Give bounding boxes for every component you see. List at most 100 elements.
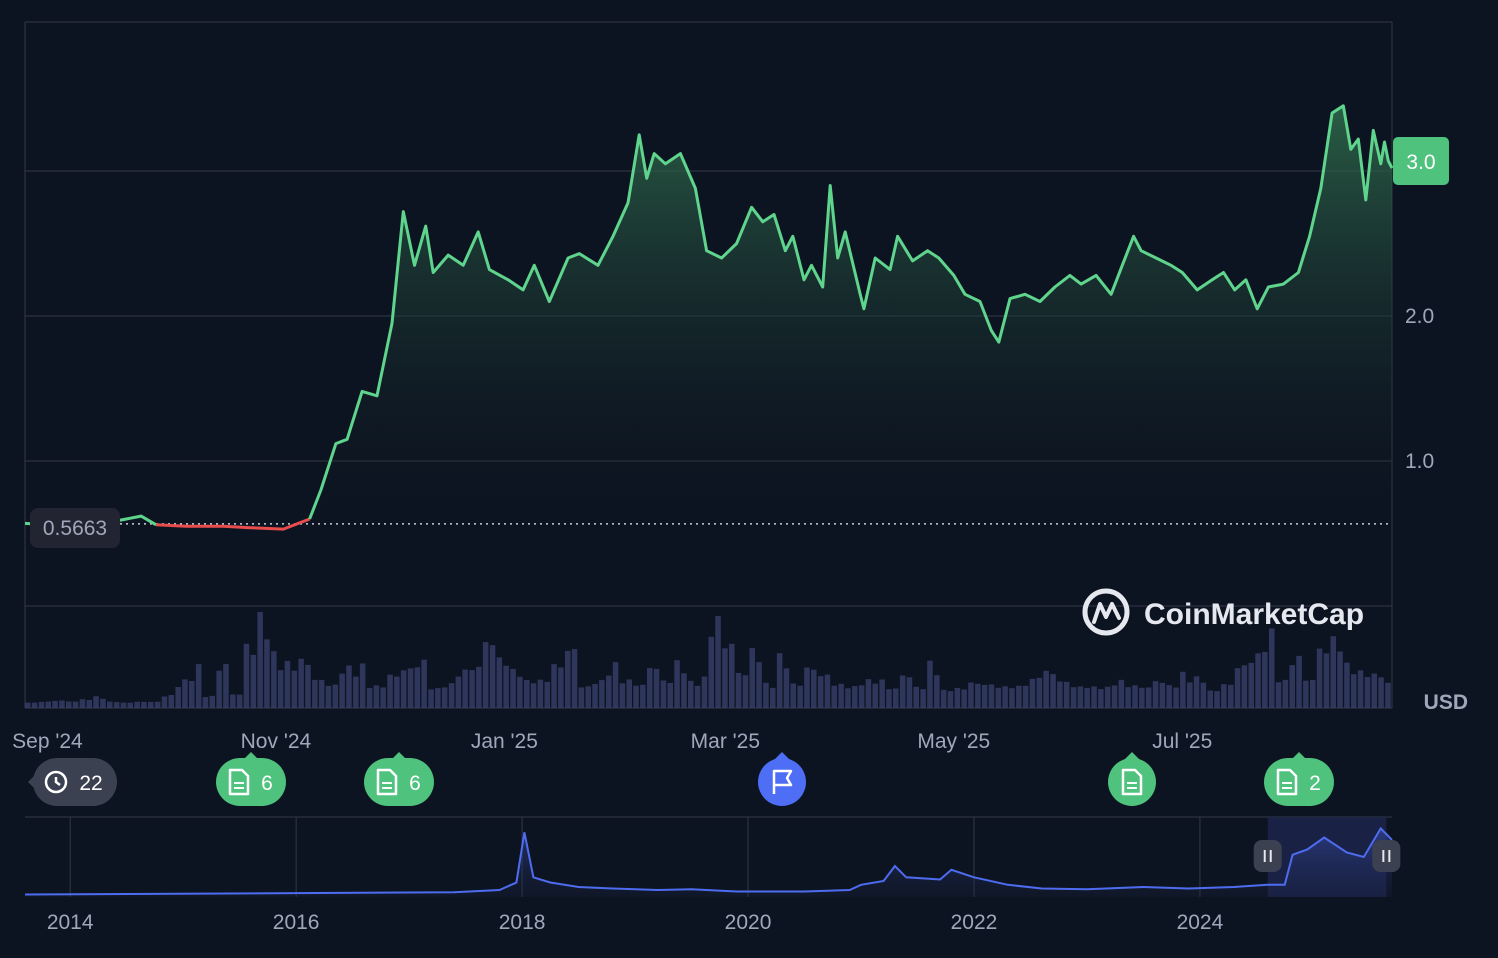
volume-bar bbox=[387, 674, 393, 708]
volume-bars bbox=[25, 612, 1391, 708]
volume-bar bbox=[250, 654, 257, 708]
baseline-label: 0.5663 bbox=[30, 508, 120, 548]
volume-bar bbox=[59, 700, 65, 708]
volume-bar bbox=[783, 668, 790, 708]
event-marker-news[interactable]: 2 bbox=[1264, 752, 1334, 806]
volume-bar bbox=[606, 675, 612, 708]
price-line-up bbox=[308, 104, 1394, 520]
navigator-handle-right[interactable] bbox=[1372, 840, 1401, 872]
volume-bar bbox=[236, 694, 243, 708]
volume-bar bbox=[811, 669, 817, 708]
volume-bar bbox=[1262, 652, 1268, 708]
volume-bar bbox=[428, 689, 434, 708]
volume-bar bbox=[824, 674, 831, 708]
volume-bar bbox=[148, 701, 154, 708]
navigator-area bbox=[25, 828, 1392, 897]
navigator-handles[interactable] bbox=[1253, 840, 1401, 872]
currency-label: USD bbox=[1424, 691, 1468, 714]
volume-bar bbox=[961, 689, 967, 708]
volume-bar bbox=[988, 684, 995, 708]
volume-bar bbox=[1330, 636, 1336, 708]
navigator-grid bbox=[69, 817, 1201, 897]
volume-bar bbox=[195, 664, 202, 708]
volume-bar bbox=[277, 670, 284, 708]
volume-bar bbox=[578, 687, 585, 708]
volume-bar bbox=[722, 648, 728, 708]
navigator-handle-left[interactable] bbox=[1253, 840, 1282, 872]
event-marker-news[interactable] bbox=[1108, 752, 1156, 806]
volume-bar bbox=[975, 683, 981, 708]
current-price-text: 3.0 bbox=[1406, 151, 1435, 174]
volume-bar bbox=[1248, 662, 1254, 708]
navigator[interactable]: 2014 2016 2018 2020 2022 2024 bbox=[24, 816, 1401, 934]
volume-bar bbox=[804, 667, 810, 708]
volume-bar bbox=[353, 676, 359, 708]
event-count: 2 bbox=[1309, 772, 1321, 795]
navigator-tick-label: 2022 bbox=[951, 911, 998, 934]
volume-bar bbox=[346, 665, 352, 708]
volume-bar bbox=[182, 679, 188, 708]
volume-bar bbox=[448, 683, 455, 708]
volume-bar bbox=[715, 616, 721, 708]
volume-bar bbox=[243, 643, 250, 708]
event-marker-flag[interactable] bbox=[758, 752, 806, 806]
volume-bar bbox=[441, 687, 448, 708]
volume-bar bbox=[1296, 655, 1302, 708]
volume-bar bbox=[633, 685, 639, 708]
x-tick-label: Mar '25 bbox=[691, 730, 760, 753]
volume-bar bbox=[940, 689, 947, 708]
volume-bar bbox=[1310, 680, 1316, 708]
volume-bar bbox=[1022, 685, 1029, 708]
x-tick-label: Sep '24 bbox=[12, 730, 83, 753]
volume-bar bbox=[482, 642, 489, 708]
volume-bar bbox=[1228, 684, 1234, 708]
volume-bar bbox=[530, 683, 537, 708]
volume-bar bbox=[1214, 691, 1220, 708]
event-marker-news[interactable]: 6 bbox=[216, 752, 286, 806]
volume-bar bbox=[325, 685, 332, 708]
volume-bar bbox=[1084, 688, 1090, 708]
volume-bar bbox=[1200, 682, 1207, 708]
event-marker-history[interactable]: 22 bbox=[28, 758, 117, 806]
volume-bar bbox=[1145, 687, 1152, 708]
volume-bar bbox=[879, 679, 885, 708]
volume-bar bbox=[1091, 686, 1097, 708]
x-tick-label: May '25 bbox=[917, 730, 990, 753]
navigator-ticks: 2014 2016 2018 2020 2022 2024 bbox=[47, 911, 1224, 934]
volume-bar bbox=[1050, 674, 1056, 708]
volume-bar bbox=[1139, 687, 1145, 708]
volume-bar bbox=[469, 670, 475, 708]
volume-bar bbox=[510, 668, 516, 708]
volume-bar bbox=[1063, 681, 1070, 708]
volume-bar bbox=[899, 675, 906, 708]
volume-bar bbox=[592, 684, 598, 708]
volume-bar bbox=[1357, 670, 1364, 708]
volume-bar bbox=[1098, 689, 1104, 708]
navigator-tick-label: 2024 bbox=[1177, 911, 1224, 934]
volume-bar bbox=[154, 701, 161, 708]
volume-bar bbox=[318, 680, 325, 708]
volume-bar bbox=[729, 643, 735, 708]
volume-bar bbox=[127, 702, 133, 708]
y-tick-label: 2.0 bbox=[1405, 305, 1434, 328]
volume-bar bbox=[681, 673, 687, 708]
volume-bar bbox=[947, 691, 954, 708]
volume-bar bbox=[1132, 685, 1138, 708]
volume-bar bbox=[1234, 668, 1241, 708]
volume-bar bbox=[223, 664, 229, 708]
volume-bar bbox=[1016, 685, 1022, 708]
volume-bar bbox=[435, 688, 441, 708]
volume-bar bbox=[1371, 673, 1377, 708]
volume-bar bbox=[1159, 682, 1166, 708]
volume-bar bbox=[599, 680, 605, 708]
volume-bar bbox=[476, 666, 482, 708]
volume-bar bbox=[1036, 677, 1043, 708]
event-marker-news[interactable]: 6 bbox=[364, 752, 434, 806]
volume-bar bbox=[660, 680, 667, 708]
volume-bar bbox=[86, 700, 92, 708]
volume-bar bbox=[339, 673, 345, 708]
x-tick-label: Jul '25 bbox=[1152, 730, 1212, 753]
volume-bar bbox=[537, 679, 544, 708]
volume-bar bbox=[886, 689, 892, 708]
